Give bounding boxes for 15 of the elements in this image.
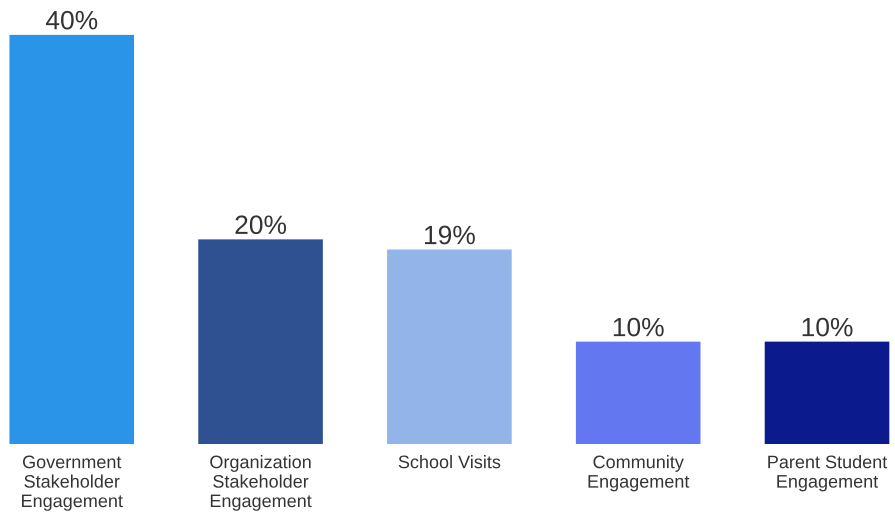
x-tick-label: School Visits — [398, 455, 500, 468]
x-tick-label: Parent Student Engagement — [768, 455, 888, 492]
data-label: 40% — [46, 10, 98, 30]
data-label: 10% — [802, 318, 852, 336]
bar — [576, 342, 701, 444]
data-label: 20% — [235, 215, 286, 234]
x-tick-label: Government Stakeholder Engagement — [22, 456, 123, 511]
data-label: 10% — [614, 318, 664, 336]
bar — [9, 34, 134, 444]
bar — [387, 250, 512, 444]
bar — [198, 239, 323, 444]
bar — [764, 342, 890, 444]
x-tick-label: Organization Stakeholder Engagement — [210, 455, 312, 511]
x-tick-label: Community Engagement — [588, 455, 690, 492]
data-label: 19% — [424, 226, 475, 244]
